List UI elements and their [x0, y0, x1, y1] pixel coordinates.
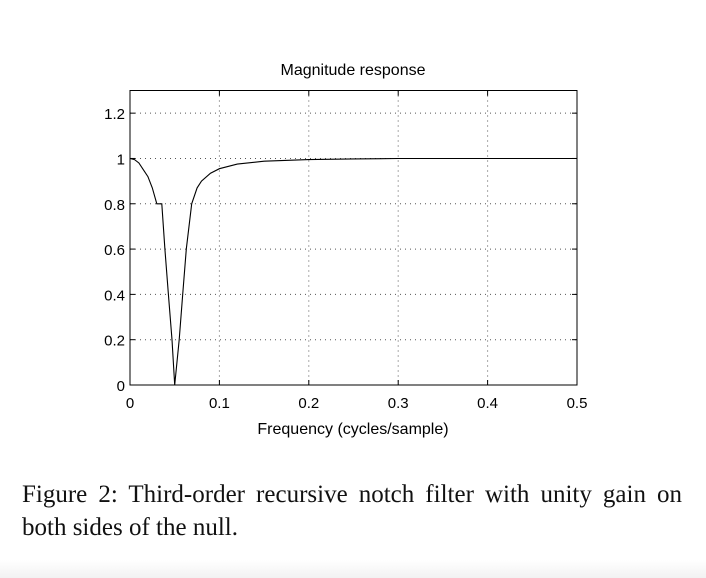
y-tick-label: 0 [117, 378, 125, 395]
x-tick-label: 0.4 [477, 395, 498, 412]
y-tick-label: 0.6 [104, 242, 125, 259]
figure-caption: Figure 2: Third-order recursive notch fi… [22, 481, 682, 541]
y-tick-label: 0.8 [104, 197, 125, 214]
page-bottom-band [0, 560, 706, 578]
x-tick-label: 0.2 [298, 395, 319, 412]
x-tick-label: 0.1 [209, 395, 230, 412]
y-tick-label: 1.2 [104, 106, 125, 123]
x-tick-label: 0.5 [567, 395, 588, 412]
chart-title: Magnitude response [281, 62, 426, 79]
x-axis-label: Frequency (cycles/sample) [257, 421, 448, 438]
series-line [129, 157, 577, 386]
ticks: 0 0.1 0.2 0.3 0.4 0.5 0 0.2 0.4 0.6 0.8 1 1.2 [104, 90, 588, 412]
x-tick-label: 0 [126, 395, 134, 412]
plot-area-frame [129, 90, 578, 386]
y-tick-label: 0.2 [104, 333, 125, 350]
x-tick-label: 0.3 [388, 395, 409, 412]
magnitude-response-chart: Magnitude response 0 0.1 0.2 0.3 0.4 0.500.20… [104, 62, 588, 438]
y-tick-label: 1 [117, 151, 125, 168]
grid [130, 90, 577, 385]
y-tick-label: 0.4 [104, 287, 125, 304]
